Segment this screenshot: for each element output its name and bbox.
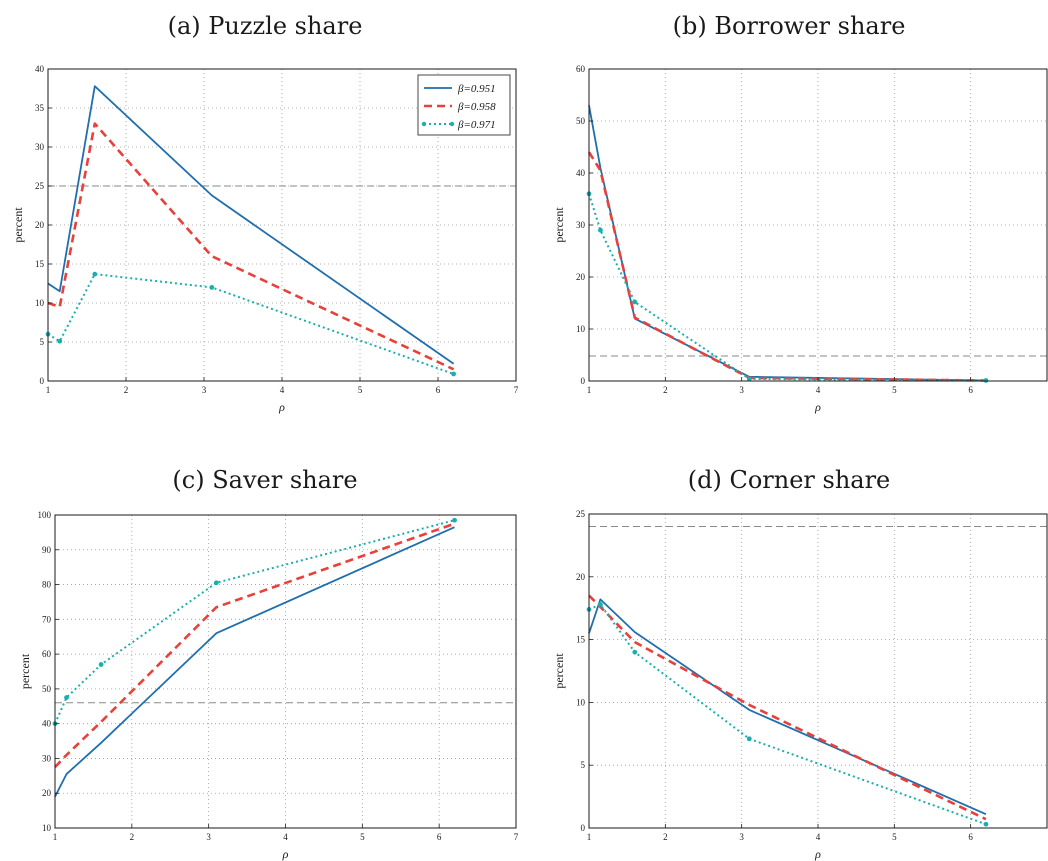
- y-tick-label: 30: [42, 753, 52, 763]
- data-point: [984, 822, 989, 827]
- x-axis-label: ρ: [814, 847, 821, 861]
- data-point: [598, 602, 603, 607]
- y-tick-label: 10: [42, 823, 52, 833]
- series-line-2: [589, 596, 986, 820]
- y-axis-label: percent: [552, 207, 566, 243]
- y-tick-label: 20: [42, 788, 52, 798]
- y-tick-label: 20: [35, 220, 45, 230]
- y-tick-label: 5: [581, 760, 586, 770]
- x-tick-label: 6: [968, 832, 973, 842]
- data-point: [632, 650, 637, 655]
- x-axis-label: ρ: [278, 400, 285, 414]
- x-tick-label: 3: [739, 385, 744, 395]
- y-tick-label: 20: [576, 572, 586, 582]
- x-tick-label: 1: [46, 385, 51, 395]
- y-tick-label: 30: [35, 142, 45, 152]
- legend-label-2: β=0.958: [457, 101, 496, 113]
- x-tick-label: 3: [202, 385, 207, 395]
- y-axis-label: percent: [18, 653, 32, 689]
- y-tick-label: 10: [35, 298, 45, 308]
- y-tick-label: 60: [42, 649, 52, 659]
- y-tick-label: 40: [576, 168, 586, 178]
- x-tick-label: 5: [892, 385, 897, 395]
- x-tick-label: 4: [816, 832, 821, 842]
- legend-marker: [422, 122, 426, 126]
- x-tick-label: 3: [739, 832, 744, 842]
- x-tick-label: 4: [816, 385, 821, 395]
- y-tick-label: 100: [38, 510, 52, 520]
- series-line-3: [48, 274, 454, 374]
- y-axis-label: percent: [552, 653, 566, 689]
- x-tick-label: 2: [663, 385, 668, 395]
- y-tick-label: 70: [42, 614, 52, 624]
- x-tick-label: 2: [124, 385, 129, 395]
- series-line-3: [55, 520, 455, 724]
- y-tick-label: 15: [35, 259, 45, 269]
- x-tick-label: 6: [968, 385, 973, 395]
- y-tick-label: 5: [40, 337, 45, 347]
- series-line-3: [589, 194, 986, 381]
- series-line-2: [48, 124, 454, 370]
- x-axis-label: ρ: [814, 400, 821, 414]
- y-tick-label: 0: [40, 376, 45, 386]
- y-tick-label: 15: [576, 635, 586, 645]
- y-tick-label: 25: [35, 181, 45, 191]
- x-tick-label: 6: [437, 832, 442, 842]
- y-axis-label: percent: [11, 207, 25, 243]
- data-point: [64, 695, 69, 700]
- data-point: [209, 285, 214, 290]
- y-tick-label: 40: [42, 719, 52, 729]
- legend-label-3: β=0.971: [457, 119, 496, 131]
- y-tick-label: 60: [576, 64, 586, 74]
- y-tick-label: 80: [42, 580, 52, 590]
- series-line-1: [589, 599, 986, 814]
- series-line-2: [589, 152, 986, 380]
- x-tick-label: 3: [206, 832, 211, 842]
- y-tick-label: 10: [576, 324, 586, 334]
- x-tick-label: 6: [436, 385, 441, 395]
- y-tick-label: 0: [581, 376, 586, 386]
- data-point: [747, 736, 752, 741]
- data-point: [214, 580, 219, 585]
- x-tick-label: 7: [514, 832, 519, 842]
- x-tick-label: 5: [358, 385, 363, 395]
- x-tick-label: 2: [663, 832, 668, 842]
- y-tick-label: 25: [576, 509, 586, 519]
- x-tick-label: 4: [280, 385, 285, 395]
- data-point: [99, 662, 104, 667]
- data-point: [57, 339, 62, 344]
- x-tick-label: 7: [514, 385, 519, 395]
- data-point: [984, 378, 989, 383]
- x-tick-label: 5: [892, 832, 897, 842]
- y-tick-label: 20: [576, 272, 586, 282]
- y-tick-label: 50: [42, 684, 52, 694]
- puzzle-share-chart: 1 2 3 4 5 6 7 0 5 10 15 20 25 30 35 40 ρ percent β=0.951 β=…: [0, 0, 530, 454]
- y-tick-label: 30: [576, 220, 586, 230]
- y-tick-label: 40: [35, 64, 45, 74]
- y-tick-label: 0: [581, 823, 586, 833]
- x-tick-label: 2: [130, 832, 135, 842]
- y-tick-label: 10: [576, 697, 586, 707]
- x-tick-label: 1: [53, 832, 58, 842]
- legend-marker: [450, 122, 454, 126]
- x-tick-label: 1: [587, 832, 592, 842]
- x-axis-label: ρ: [282, 847, 289, 861]
- legend-label-1: β=0.951: [457, 83, 496, 95]
- y-tick-label: 90: [42, 545, 52, 555]
- data-point: [451, 372, 456, 377]
- data-point: [632, 300, 637, 305]
- saver-share-chart: 1 2 3 4 5 6 7 10 20 30 40 50 60 70 80 90 100 ρ percent: [0, 454, 530, 861]
- x-tick-label: 4: [283, 832, 288, 842]
- y-tick-label: 35: [35, 103, 45, 113]
- data-point: [598, 228, 603, 233]
- data-point: [92, 272, 97, 277]
- data-point: [452, 518, 457, 523]
- x-tick-label: 5: [360, 832, 365, 842]
- series-line-1: [589, 105, 986, 380]
- series-line-1: [55, 527, 455, 797]
- corner-share-chart: 1 2 3 4 5 6 0 5 10 15 20 25 ρ percent: [530, 454, 1048, 861]
- x-tick-label: 1: [587, 385, 592, 395]
- y-tick-label: 50: [576, 116, 586, 126]
